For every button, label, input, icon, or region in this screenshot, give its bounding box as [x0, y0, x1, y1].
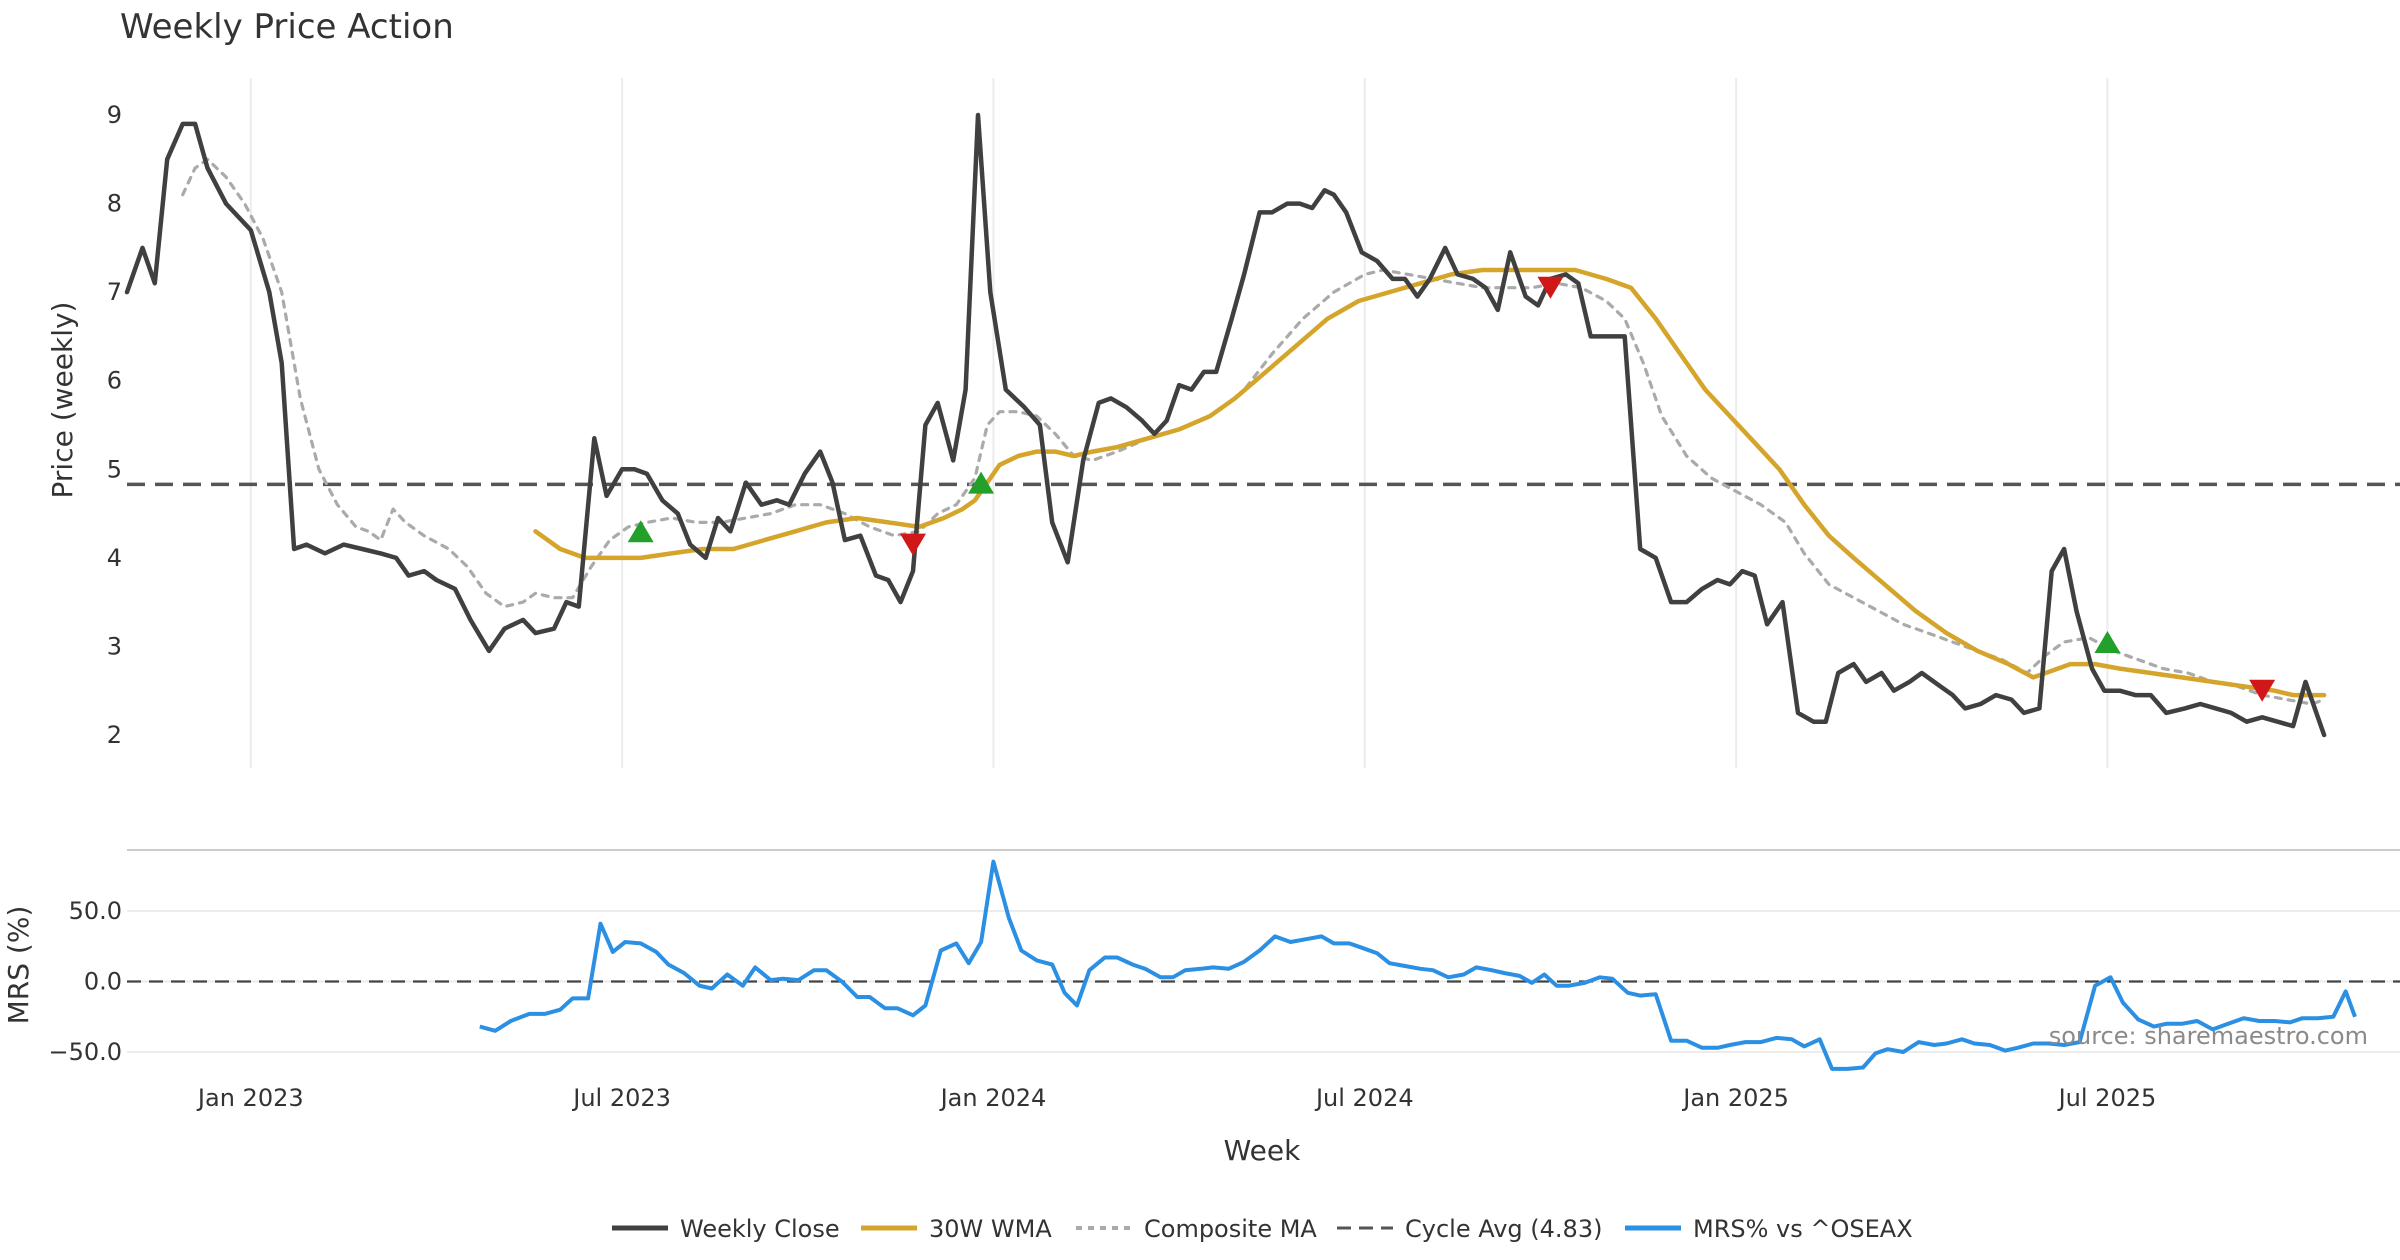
30w-wma-line — [533, 267, 2327, 698]
legend: Weekly Close 30W WMA Composite MA Cycle Avg… — [612, 1215, 1913, 1243]
source-note: source: sharemaestro.com — [2049, 1022, 2368, 1050]
legend-label: Weekly Close — [680, 1215, 840, 1243]
composite-ma-line — [181, 157, 2326, 706]
price-axis-label: Price (weekly) — [46, 302, 79, 499]
x-tick-label: Jan 2023 — [196, 1084, 304, 1112]
x-tick-label: Jul 2024 — [1314, 1084, 1414, 1112]
axes: Jan 2023 Jul 2023 Jan 2024 Jul 2024 Jan 2025… — [48, 101, 2156, 1112]
signal-markers — [627, 276, 2276, 702]
gridlines — [127, 78, 2400, 1053]
price-tick-label: 2 — [107, 721, 122, 749]
x-tick-label: Jul 2023 — [571, 1084, 671, 1112]
sell-signal-marker — [899, 533, 926, 556]
x-axis-label: Week — [1224, 1134, 1301, 1167]
x-tick-label: Jan 2024 — [939, 1084, 1047, 1112]
price-tick-label: 7 — [107, 278, 122, 306]
sell-signal-marker — [1537, 276, 1564, 299]
weekly-close-line — [124, 112, 2327, 738]
chart-title: Weekly Price Action — [120, 7, 454, 47]
mrs-axis-label: MRS (%) — [2, 906, 35, 1025]
mrs-line — [479, 859, 2357, 1071]
price-tick-label: 6 — [107, 367, 122, 395]
price-tick-label: 9 — [107, 101, 122, 129]
mrs-tick-label: −50.0 — [48, 1038, 122, 1066]
legend-label: MRS% vs ^OSEAX — [1693, 1215, 1913, 1243]
mrs-tick-label: 50.0 — [69, 897, 122, 925]
legend-label: Composite MA — [1144, 1215, 1317, 1243]
price-tick-label: 3 — [107, 632, 122, 660]
price-tick-label: 5 — [107, 455, 122, 483]
price-tick-label: 8 — [107, 190, 122, 218]
legend-label: 30W WMA — [929, 1215, 1052, 1243]
buy-signal-marker — [627, 520, 654, 543]
sell-signal-marker — [2249, 679, 2276, 702]
x-tick-label: Jul 2025 — [2057, 1084, 2157, 1112]
x-tick-label: Jan 2025 — [1681, 1084, 1789, 1112]
legend-label: Cycle Avg (4.83) — [1405, 1215, 1602, 1243]
data-series — [124, 112, 2357, 1071]
buy-signal-marker — [2094, 631, 2121, 653]
mrs-tick-label: 0.0 — [84, 968, 122, 996]
reference-lines — [127, 482, 2400, 983]
price-tick-label: 4 — [107, 544, 122, 572]
buy-signal-marker — [968, 471, 995, 494]
